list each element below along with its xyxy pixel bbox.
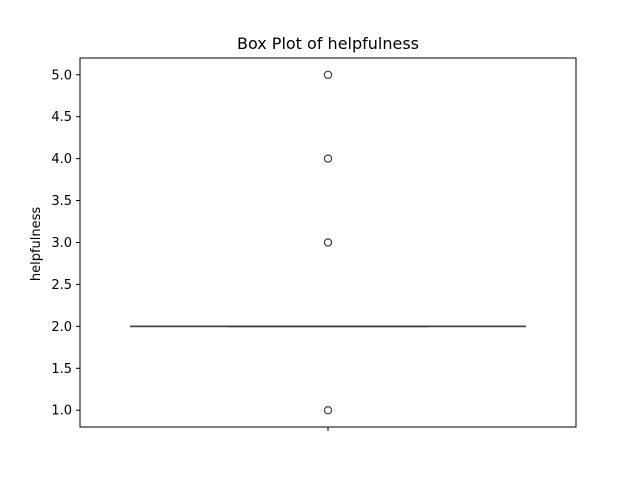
plot-frame — [79, 57, 577, 428]
outlier-point — [323, 238, 333, 247]
y-axis-label: helpfulness — [29, 207, 44, 282]
outlier-point — [323, 70, 333, 79]
plot-area: 1.0 1.5 2.0 2.5 3.0 3.5 4.0 4.5 5.0 — [51, 57, 577, 431]
outlier-point — [323, 406, 333, 415]
y-tick-label: 3.5 — [51, 194, 72, 209]
chart-title: Box Plot of helpfulness — [237, 34, 419, 53]
y-tick-label: 4.0 — [51, 152, 72, 167]
y-tick-label: 1.0 — [51, 404, 72, 419]
y-tick-label: 2.5 — [51, 278, 72, 293]
y-tick-label: 5.0 — [51, 68, 72, 83]
outlier-point — [323, 154, 333, 163]
y-tick-label: 4.5 — [51, 110, 72, 125]
y-tick-label: 3.0 — [51, 236, 72, 251]
y-tick-label: 1.5 — [51, 362, 72, 377]
y-tick-label: 2.0 — [51, 320, 72, 335]
